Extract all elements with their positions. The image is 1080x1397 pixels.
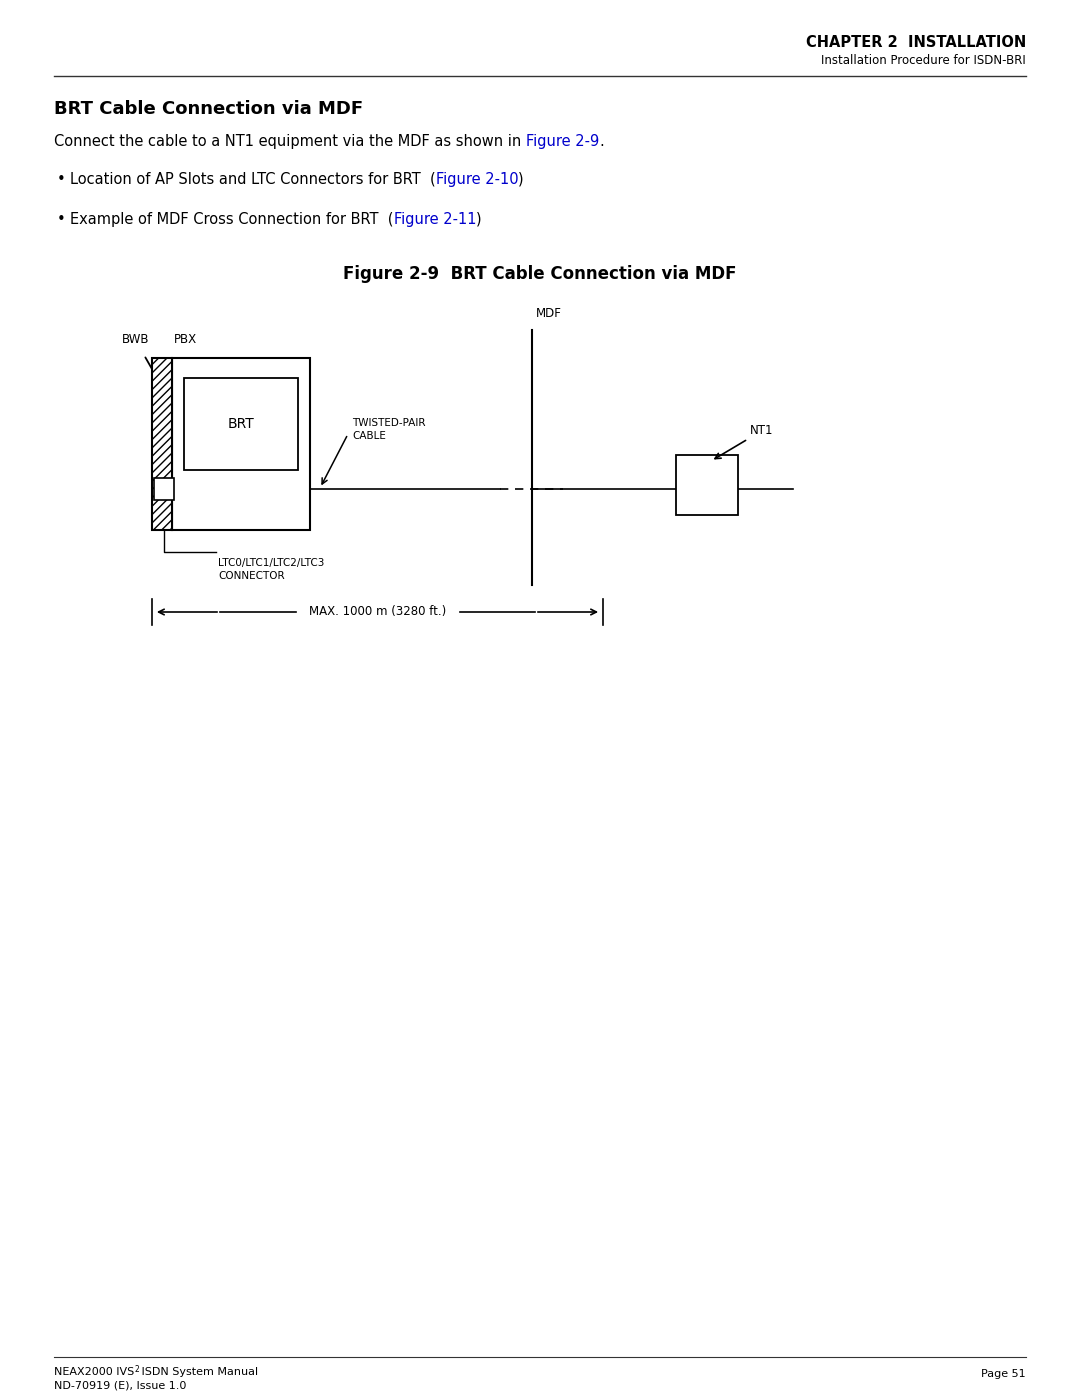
Bar: [676, 455, 738, 515]
Text: BWB: BWB: [121, 332, 149, 346]
Text: NT1: NT1: [750, 425, 773, 437]
Text: Connect the cable to a NT1 equipment via the MDF as shown in: Connect the cable to a NT1 equipment via…: [54, 134, 526, 149]
Text: CHAPTER 2  INSTALLATION: CHAPTER 2 INSTALLATION: [806, 35, 1026, 50]
Text: Page 51: Page 51: [982, 1369, 1026, 1379]
Bar: [172, 358, 310, 529]
Text: NEAX2000 IVS: NEAX2000 IVS: [54, 1368, 134, 1377]
Text: •: •: [57, 172, 66, 187]
Text: Figure 2-9: Figure 2-9: [526, 134, 599, 149]
Text: ): ): [518, 172, 524, 187]
Text: .: .: [599, 134, 604, 149]
Bar: [152, 358, 172, 529]
Text: MAX. 1000 m (3280 ft.): MAX. 1000 m (3280 ft.): [309, 605, 446, 619]
Text: Figure 2-9  BRT Cable Connection via MDF: Figure 2-9 BRT Cable Connection via MDF: [343, 265, 737, 284]
Text: MDF: MDF: [536, 307, 562, 320]
Text: CONNECTOR: CONNECTOR: [218, 571, 285, 581]
Text: CABLE: CABLE: [352, 432, 386, 441]
Bar: [154, 478, 174, 500]
Text: Installation Procedure for ISDN-BRI: Installation Procedure for ISDN-BRI: [821, 54, 1026, 67]
Text: ): ): [476, 212, 482, 226]
Text: •: •: [57, 212, 66, 226]
Text: Figure 2-11: Figure 2-11: [393, 212, 476, 226]
Text: Location of AP Slots and LTC Connectors for BRT  (: Location of AP Slots and LTC Connectors …: [70, 172, 435, 187]
Text: ND-70919 (E), Issue 1.0: ND-70919 (E), Issue 1.0: [54, 1382, 187, 1391]
Bar: [184, 379, 298, 469]
Text: 2: 2: [134, 1365, 139, 1375]
Text: BRT: BRT: [228, 416, 255, 432]
Text: TWISTED-PAIR: TWISTED-PAIR: [352, 418, 426, 427]
Text: LTC0/LTC1/LTC2/LTC3: LTC0/LTC1/LTC2/LTC3: [218, 557, 324, 569]
Text: Example of MDF Cross Connection for BRT  (: Example of MDF Cross Connection for BRT …: [70, 212, 393, 226]
Text: PBX: PBX: [174, 332, 198, 346]
Text: Figure 2-10: Figure 2-10: [435, 172, 518, 187]
Text: ISDN System Manual: ISDN System Manual: [138, 1368, 258, 1377]
Text: BRT Cable Connection via MDF: BRT Cable Connection via MDF: [54, 101, 363, 117]
